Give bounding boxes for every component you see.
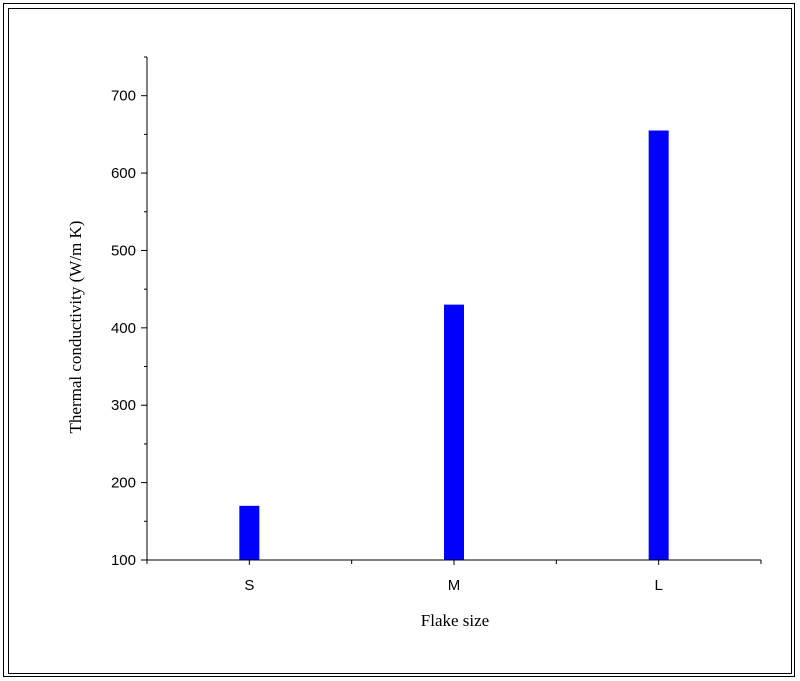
- bar-m: [444, 304, 464, 560]
- y-axis-title: Thermal conductivity (W/m K): [66, 221, 85, 434]
- bar-l: [648, 130, 669, 560]
- bars-group: [239, 130, 669, 560]
- x-tick-label: S: [244, 577, 254, 594]
- y-tick-label: 100: [111, 552, 136, 569]
- x-tick-label: M: [448, 577, 461, 594]
- bar-s: [239, 505, 260, 560]
- y-tick-label: 700: [111, 88, 136, 105]
- x-axis-title: Flake size: [421, 611, 489, 630]
- y-tick-label: 300: [111, 397, 136, 414]
- x-tick-label: L: [654, 577, 662, 594]
- tick-labels-group: 100 200 300 400 500 600 700 S M L: [111, 88, 663, 594]
- y-tick-label: 400: [111, 320, 136, 337]
- axes-group: [141, 56, 762, 565]
- y-tick-label: 500: [111, 242, 136, 259]
- figure-inner-border: [8, 8, 792, 674]
- y-tick-label: 600: [111, 165, 136, 182]
- y-tick-label: 200: [111, 475, 136, 492]
- figure-outer-border: [3, 3, 795, 677]
